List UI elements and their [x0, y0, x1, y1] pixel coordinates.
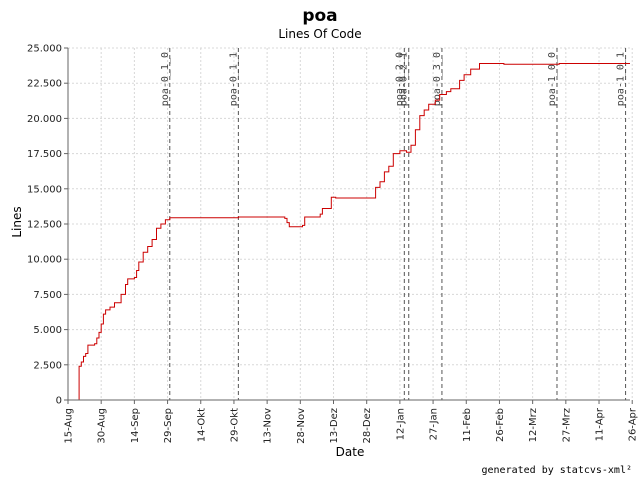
x-tick-label: 13-Dez: [329, 408, 340, 443]
x-gridlines: [67, 48, 633, 400]
x-axis-label: Date: [336, 445, 365, 459]
chart-subtitle: Lines Of Code: [278, 27, 361, 41]
y-tick-label: 25.000: [27, 44, 62, 55]
y-tick-label: 17.500: [27, 149, 62, 160]
release-marker-label: poa-0_1_1: [228, 52, 239, 106]
release-marker-label: poa-1_0_1: [616, 52, 627, 106]
y-tick-label: 20.000: [27, 114, 62, 125]
y-tick-label: 2.500: [33, 360, 62, 371]
x-tick-label: 11-Feb: [462, 408, 473, 442]
x-axis-ticks: 15-Aug 30-Aug 14-Sep 29-Sep 14-Okt 29-Okt 13-N…: [64, 400, 639, 444]
y-tick-label: 22.500: [27, 79, 62, 90]
x-tick-label: 14-Sep: [130, 408, 141, 443]
release-marker-label: poa-1_0_0: [547, 52, 558, 106]
x-tick-label: 15-Aug: [64, 408, 75, 444]
x-tick-label: 27-Mrz: [561, 408, 572, 442]
x-tick-label: 27-Jan: [429, 408, 440, 440]
y-tick-label: 15.000: [27, 184, 62, 195]
x-tick-label: 26-Feb: [495, 408, 506, 442]
x-tick-label: 30-Aug: [97, 408, 108, 444]
x-tick-label: 28-Dez: [362, 408, 373, 443]
chart-title: poa: [302, 6, 337, 26]
x-tick-label: 11-Apr: [595, 407, 606, 441]
x-tick-label: 14-Okt: [196, 408, 207, 442]
x-tick-label: 29-Okt: [229, 408, 240, 442]
series-line-lines-of-code: [78, 63, 630, 400]
y-tick-label: 5.000: [33, 325, 62, 336]
y-axis-label: Lines: [10, 206, 24, 237]
release-marker-label: poa-0_3_0: [432, 52, 443, 106]
release-marker-label: poa-0_2_0: [394, 52, 405, 106]
x-tick-label: 13-Nov: [263, 408, 274, 444]
x-tick-label: 28-Nov: [296, 408, 307, 444]
release-marker-label: poa-0_1_0: [160, 52, 171, 106]
footer-credit: generated by statcvs-xml²: [481, 465, 632, 476]
release-marker-label: poa-0_2_1: [399, 52, 410, 106]
y-tick-label: 12.500: [27, 220, 62, 231]
y-axis-ticks: 0 2.500 5.000 7.500 10.000 12.500 15.000 17.500…: [27, 44, 68, 407]
y-tick-label: 0: [56, 396, 62, 407]
y-tick-label: 7.500: [33, 290, 62, 301]
y-tick-label: 10.000: [27, 255, 62, 266]
x-tick-label: 29-Sep: [163, 408, 174, 443]
x-tick-label: 12-Mrz: [528, 408, 539, 442]
x-tick-label: 12-Jan: [395, 408, 406, 440]
y-gridlines: [68, 47, 630, 401]
x-tick-label: 26-Apr: [628, 407, 639, 441]
